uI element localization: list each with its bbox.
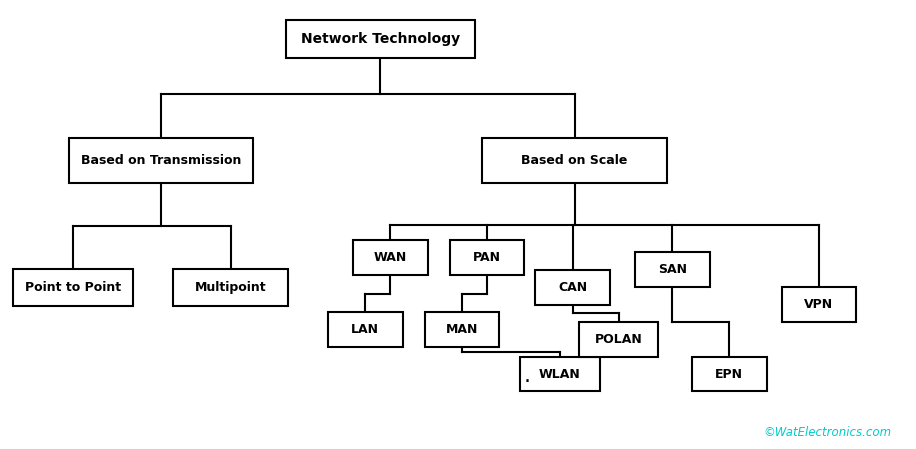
Text: VPN: VPN [804,298,834,311]
FancyBboxPatch shape [450,240,524,275]
Text: WAN: WAN [374,251,407,264]
Text: LAN: LAN [351,323,379,336]
Text: SAN: SAN [658,263,687,276]
FancyBboxPatch shape [483,138,667,183]
FancyBboxPatch shape [692,357,767,392]
Text: Based on Transmission: Based on Transmission [81,154,241,167]
Text: ·: · [523,372,530,392]
FancyBboxPatch shape [635,252,710,287]
FancyBboxPatch shape [519,357,600,392]
Text: Multipoint: Multipoint [195,281,267,294]
FancyBboxPatch shape [535,270,610,305]
Text: Network Technology: Network Technology [300,32,460,46]
Text: EPN: EPN [715,368,743,381]
FancyBboxPatch shape [425,312,499,347]
Text: CAN: CAN [558,281,587,294]
Text: ©WatElectronics.com: ©WatElectronics.com [764,426,892,439]
FancyBboxPatch shape [353,240,428,275]
FancyBboxPatch shape [328,312,403,347]
Text: Point to Point: Point to Point [25,281,121,294]
FancyBboxPatch shape [286,20,475,58]
FancyBboxPatch shape [69,138,253,183]
Text: MAN: MAN [446,323,478,336]
Text: WLAN: WLAN [539,368,581,381]
Text: PAN: PAN [473,251,501,264]
FancyBboxPatch shape [781,287,856,322]
FancyBboxPatch shape [173,269,288,307]
FancyBboxPatch shape [579,322,659,357]
Text: POLAN: POLAN [594,333,642,346]
Text: Based on Scale: Based on Scale [521,154,627,167]
FancyBboxPatch shape [14,269,133,307]
